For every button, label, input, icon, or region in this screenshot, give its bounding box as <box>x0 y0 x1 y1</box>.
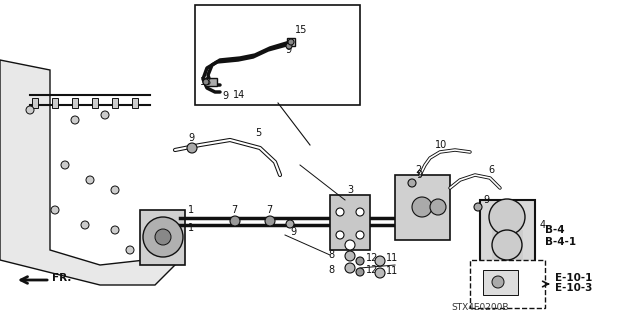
Circle shape <box>336 231 344 239</box>
Text: 6: 6 <box>488 165 494 175</box>
Text: STX4E0200B: STX4E0200B <box>451 303 509 313</box>
Text: 15: 15 <box>295 25 307 35</box>
Text: 3: 3 <box>347 185 353 195</box>
Polygon shape <box>0 60 175 285</box>
Text: 11: 11 <box>386 253 398 263</box>
Circle shape <box>71 116 79 124</box>
Bar <box>72 98 78 108</box>
Text: 1: 1 <box>188 223 194 233</box>
Circle shape <box>356 268 364 276</box>
Text: 5: 5 <box>255 128 261 138</box>
Circle shape <box>51 206 59 214</box>
Circle shape <box>286 43 292 49</box>
Circle shape <box>412 197 432 217</box>
Circle shape <box>492 230 522 260</box>
Bar <box>492 230 522 260</box>
Text: 9: 9 <box>222 91 228 101</box>
Text: 8: 8 <box>328 250 334 260</box>
Circle shape <box>265 216 275 226</box>
Circle shape <box>230 216 240 226</box>
Text: E-10-3: E-10-3 <box>555 283 593 293</box>
Text: 14: 14 <box>233 90 245 100</box>
Circle shape <box>492 276 504 288</box>
Text: 7: 7 <box>266 205 272 215</box>
Text: 8: 8 <box>328 265 334 275</box>
Bar <box>395 175 450 240</box>
Circle shape <box>111 226 119 234</box>
Bar <box>205 78 217 86</box>
Text: 4: 4 <box>540 220 546 230</box>
Circle shape <box>408 179 416 187</box>
Circle shape <box>356 231 364 239</box>
Text: 10: 10 <box>435 140 447 150</box>
Circle shape <box>489 199 525 235</box>
Text: B-4: B-4 <box>545 225 564 235</box>
Text: 9: 9 <box>483 195 489 205</box>
Bar <box>140 210 185 265</box>
Text: FR.: FR. <box>52 273 72 283</box>
Circle shape <box>203 79 209 85</box>
Text: B-4-1: B-4-1 <box>545 237 576 247</box>
Circle shape <box>111 186 119 194</box>
Bar <box>32 98 38 108</box>
Circle shape <box>430 199 446 215</box>
Circle shape <box>155 229 171 245</box>
Text: 2: 2 <box>415 165 421 175</box>
Circle shape <box>286 220 294 228</box>
Text: 7: 7 <box>231 205 237 215</box>
Bar <box>112 98 118 108</box>
Circle shape <box>126 246 134 254</box>
Bar <box>52 98 58 108</box>
Bar <box>92 98 98 108</box>
Text: 9: 9 <box>416 170 422 180</box>
Circle shape <box>61 161 69 169</box>
Text: 12: 12 <box>366 253 378 263</box>
Circle shape <box>26 106 34 114</box>
Circle shape <box>345 240 355 250</box>
Bar <box>287 38 295 46</box>
Bar <box>483 270 518 295</box>
Circle shape <box>86 176 94 184</box>
Text: 9: 9 <box>188 133 194 143</box>
Text: 9: 9 <box>290 227 296 237</box>
Circle shape <box>336 208 344 216</box>
Text: 12: 12 <box>366 265 378 275</box>
Circle shape <box>375 268 385 278</box>
Circle shape <box>345 263 355 273</box>
Circle shape <box>356 208 364 216</box>
Text: 1: 1 <box>188 205 194 215</box>
Text: 9: 9 <box>285 45 291 55</box>
Circle shape <box>81 221 89 229</box>
Text: E-10-1: E-10-1 <box>555 273 593 283</box>
Circle shape <box>101 111 109 119</box>
Circle shape <box>345 251 355 261</box>
Text: 11: 11 <box>386 266 398 276</box>
Circle shape <box>356 257 364 265</box>
Text: 13: 13 <box>200 77 212 87</box>
Bar <box>330 195 370 250</box>
Circle shape <box>187 143 197 153</box>
Bar <box>195 5 360 105</box>
Bar <box>132 98 138 108</box>
Circle shape <box>143 217 183 257</box>
Circle shape <box>474 203 482 211</box>
Bar <box>470 260 545 308</box>
Bar <box>480 200 535 275</box>
Circle shape <box>288 39 294 45</box>
Circle shape <box>375 256 385 266</box>
